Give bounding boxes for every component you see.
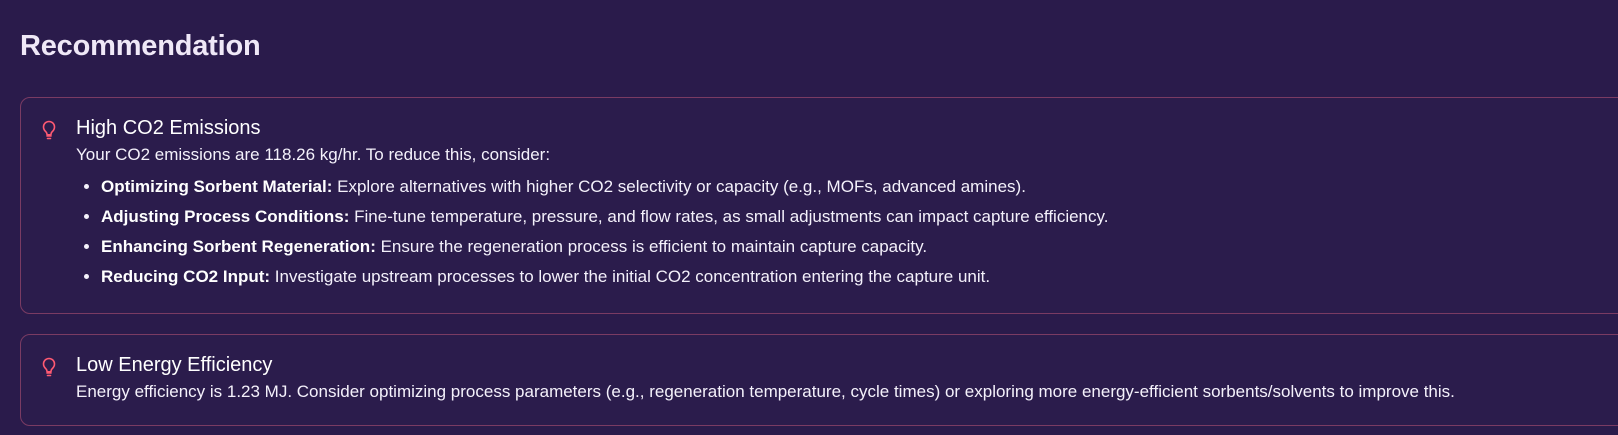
list-item-label: Optimizing Sorbent Material: [101,177,333,196]
list-item-enhancing-regeneration: Enhancing Sorbent Regeneration: Ensure t… [101,235,1618,259]
list-item-reducing-co2-input: Reducing CO2 Input: Investigate upstream… [101,265,1618,289]
recommendation-title: High CO2 Emissions [76,117,261,139]
list-item-optimizing-sorbent: Optimizing Sorbent Material: Explore alt… [101,175,1618,199]
lightbulb-icon [42,120,56,142]
recommendation-description: Energy efficiency is 1.23 MJ. Consider o… [76,382,1455,401]
recommendation-card-high-co2: High CO2 Emissions Your CO2 emissions ar… [20,97,1618,314]
recommendation-description: Your CO2 emissions are 118.26 kg/hr. To … [76,145,551,164]
recommendation-content: Low Energy Efficiency Energy efficiency … [76,352,1618,404]
list-item-text: Investigate upstream processes to lower … [270,267,991,286]
recommendation-card-low-energy: Low Energy Efficiency Energy efficiency … [20,334,1618,426]
list-item-label: Enhancing Sorbent Regeneration: [101,237,376,256]
list-item-text: Fine-tune temperature, pressure, and flo… [349,207,1109,226]
recommendation-title: Low Energy Efficiency [76,354,273,376]
list-item-text: Explore alternatives with higher CO2 sel… [332,177,1026,196]
page-title: Recommendation [20,30,261,62]
lightbulb-icon [42,357,56,379]
recommendation-content: High CO2 Emissions Your CO2 emissions ar… [76,115,1618,295]
list-item-text: Ensure the regeneration process is effic… [375,237,928,256]
recommendation-list: Optimizing Sorbent Material: Explore alt… [76,175,1618,289]
list-item-label: Reducing CO2 Input: [101,267,271,286]
list-item-adjusting-conditions: Adjusting Process Conditions: Fine-tune … [101,205,1618,229]
list-item-label: Adjusting Process Conditions: [101,207,350,226]
